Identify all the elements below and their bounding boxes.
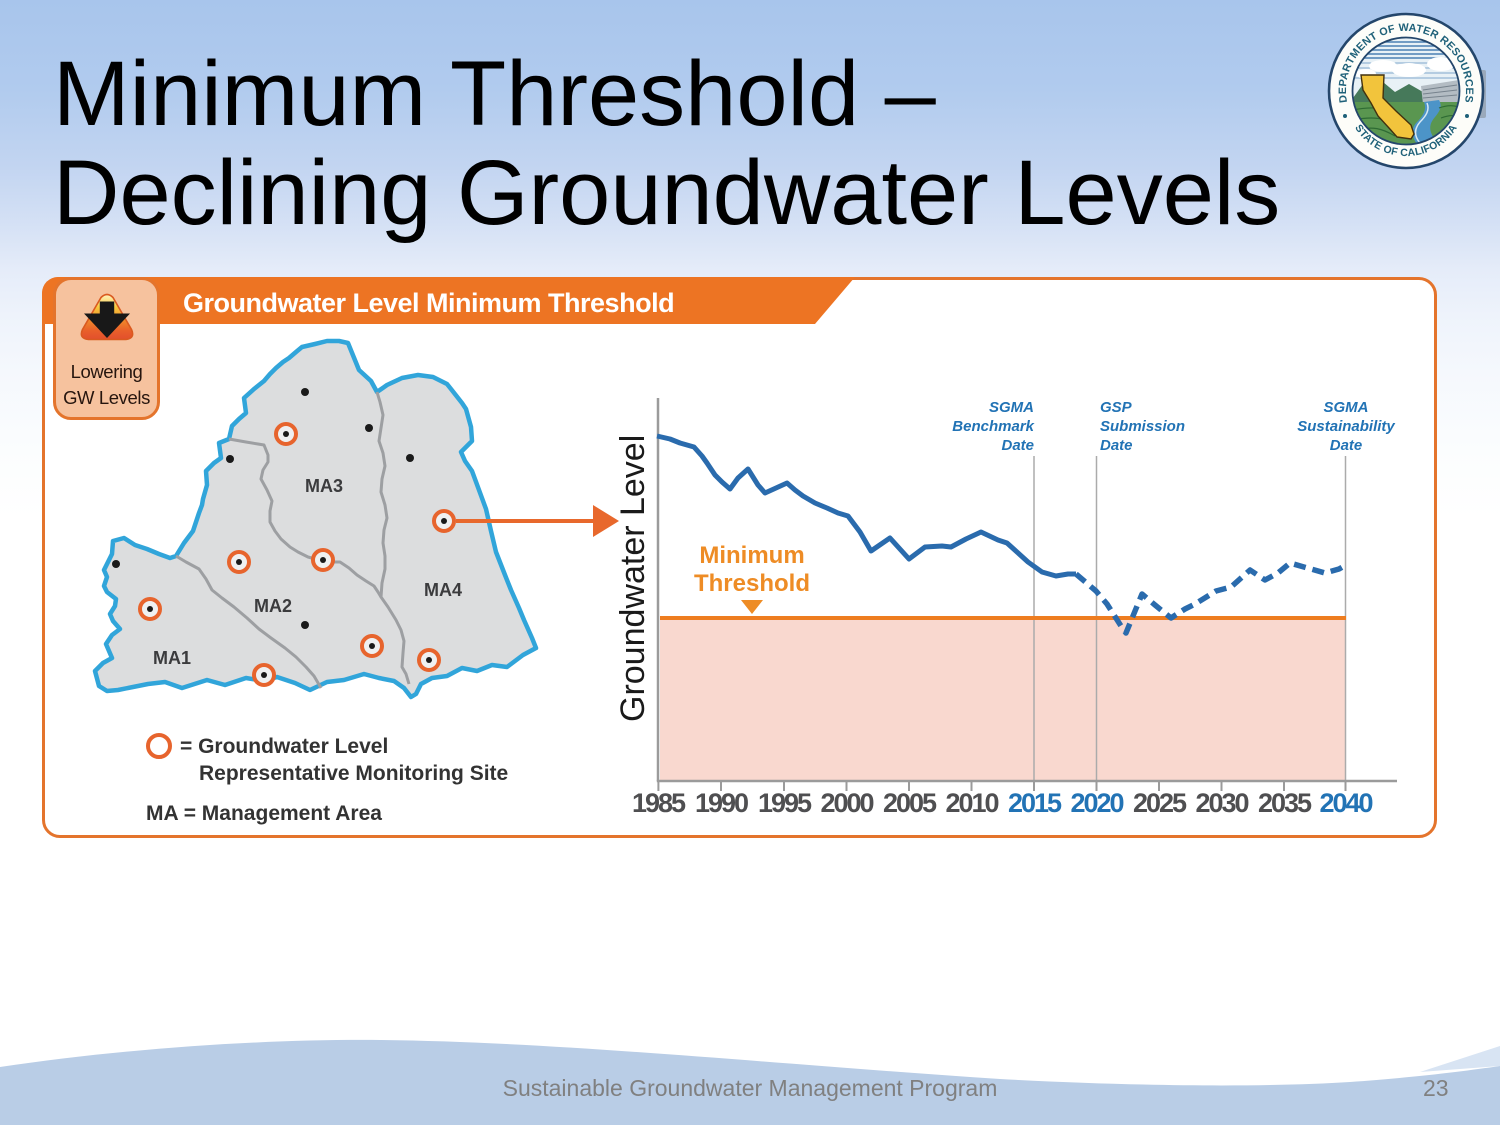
svg-text:2000: 2000	[820, 788, 873, 818]
svg-text:2040: 2040	[1319, 788, 1372, 818]
svg-text:Submission: Submission	[1100, 418, 1185, 435]
svg-text:Date: Date	[1330, 437, 1363, 454]
svg-text:MA3: MA3	[305, 476, 343, 496]
svg-text:2035: 2035	[1258, 788, 1312, 818]
svg-text:MA4: MA4	[424, 580, 462, 600]
svg-text:2025: 2025	[1133, 788, 1187, 818]
svg-text:Benchmark: Benchmark	[952, 418, 1034, 435]
svg-text:Threshold: Threshold	[694, 570, 810, 597]
svg-text:2020: 2020	[1070, 788, 1123, 818]
svg-text:2015: 2015	[1008, 788, 1062, 818]
svg-text:SGMA: SGMA	[989, 399, 1034, 416]
svg-text:2010: 2010	[945, 788, 998, 818]
svg-text:1985: 1985	[632, 788, 686, 818]
svg-text:MA2: MA2	[254, 596, 292, 616]
svg-text:Representative Monitoring Site: Representative Monitoring Site	[199, 762, 508, 785]
svg-text:1995: 1995	[758, 788, 812, 818]
svg-text:SGMA: SGMA	[1324, 399, 1369, 416]
svg-text:Groundwater Level: Groundwater Level	[614, 435, 652, 722]
svg-text:Sustainability: Sustainability	[1297, 418, 1395, 435]
svg-text:2030: 2030	[1195, 788, 1248, 818]
svg-text:1990: 1990	[695, 788, 748, 818]
svg-text:2005: 2005	[883, 788, 937, 818]
svg-text:Minimum: Minimum	[699, 542, 804, 569]
svg-text:MA1: MA1	[153, 648, 191, 668]
svg-text:GSP: GSP	[1100, 399, 1133, 416]
svg-text:Date: Date	[1001, 437, 1034, 454]
svg-text:= Groundwater Level: = Groundwater Level	[180, 735, 388, 758]
svg-text:Date: Date	[1100, 437, 1133, 454]
svg-text:MA = Management Area: MA = Management Area	[146, 802, 382, 825]
